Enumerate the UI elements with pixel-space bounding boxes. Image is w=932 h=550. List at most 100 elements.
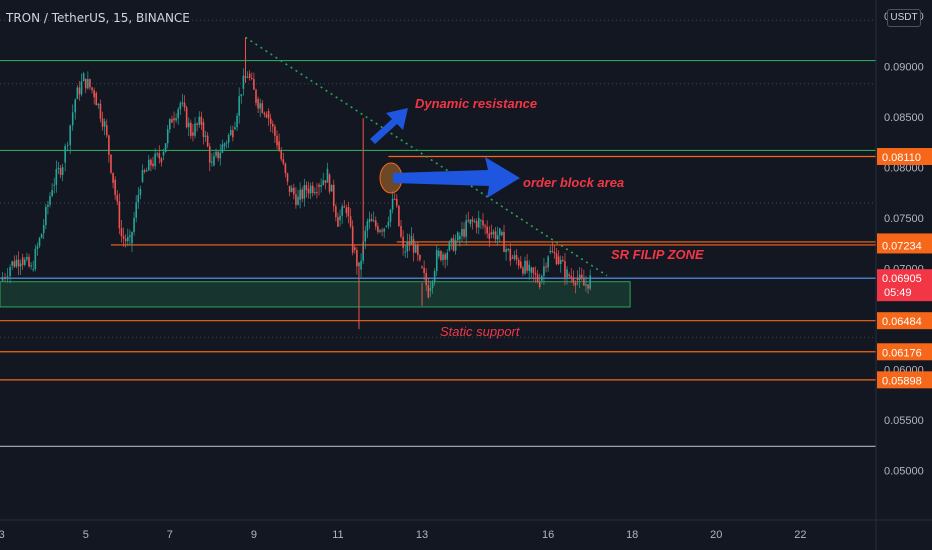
candle-body: [192, 132, 194, 136]
candle-body: [589, 275, 591, 289]
candle-body: [528, 264, 531, 271]
candle-body: [339, 215, 341, 221]
candle-body: [328, 174, 331, 192]
candle-body: [166, 129, 169, 144]
candle-body: [261, 103, 264, 113]
candle-body: [221, 144, 224, 153]
candle-body: [120, 228, 123, 237]
candle-body: [21, 257, 24, 265]
price-label-text: 0.07234: [882, 240, 922, 252]
candle-body: [24, 259, 26, 265]
candle-body: [110, 154, 112, 173]
candle-body: [299, 189, 301, 200]
candle-body: [391, 198, 394, 210]
candle-body: [71, 112, 74, 126]
price-label-bg: [877, 148, 932, 166]
candle-body: [404, 251, 407, 253]
x-tick-label: 22: [794, 529, 806, 541]
candle-body: [171, 119, 173, 123]
candle-body: [93, 90, 95, 98]
candle-body: [421, 266, 423, 268]
candle-body: [64, 146, 66, 163]
candle-body: [459, 236, 461, 240]
candle-body: [194, 123, 196, 136]
candle-body: [215, 151, 217, 156]
candle-body: [105, 125, 108, 136]
candle-body: [381, 230, 383, 232]
candle-body: [145, 170, 148, 172]
candle-body: [206, 135, 209, 147]
candle-body: [26, 256, 28, 260]
currency-button[interactable]: USDT: [887, 9, 921, 27]
candle-body: [116, 194, 119, 202]
candle-body: [583, 278, 585, 286]
candle-body: [332, 184, 335, 207]
candle-body: [263, 112, 266, 115]
candle-body: [393, 198, 396, 200]
candle-body: [425, 273, 428, 286]
candle-body: [108, 135, 110, 155]
candle-body: [45, 206, 47, 226]
candle-body: [34, 248, 37, 270]
candle-body: [290, 187, 293, 193]
candle-body: [568, 274, 570, 277]
candle-body: [507, 248, 509, 250]
candle-body: [408, 241, 411, 245]
candle-body: [305, 185, 308, 191]
price-label-bg: [877, 312, 932, 330]
price-label-bg: [877, 269, 932, 302]
candle-body: [311, 185, 314, 193]
candle-body: [236, 115, 238, 128]
candle-body: [246, 76, 249, 78]
candle-body: [446, 252, 449, 260]
candle-body: [179, 103, 182, 110]
candle-body: [387, 221, 390, 226]
candle-body: [181, 102, 184, 104]
candle-body: [280, 150, 283, 160]
candle-body: [351, 226, 354, 253]
candle-body: [431, 281, 434, 289]
candle-body: [326, 168, 329, 183]
horizontal-levels: [0, 59, 876, 447]
candle-body: [19, 263, 22, 267]
candle-body: [150, 159, 152, 166]
candle-body: [406, 241, 409, 252]
candle-body: [158, 153, 161, 159]
candle-body: [402, 236, 404, 248]
price-label-text: 0.08110: [882, 152, 921, 164]
candle-body: [175, 118, 177, 121]
candle-body: [15, 259, 18, 267]
candle-body: [78, 87, 81, 95]
candle-body: [118, 201, 121, 229]
candle-body: [301, 189, 304, 199]
candle-body: [190, 122, 192, 136]
candle-body: [559, 259, 562, 265]
candle-body: [538, 281, 541, 288]
candle-body: [509, 248, 512, 261]
candle-body: [448, 242, 451, 251]
candle-body: [6, 276, 9, 278]
candle-body: [314, 192, 316, 194]
candle-body: [400, 225, 402, 237]
candle-body: [368, 219, 371, 223]
candle-body: [135, 202, 137, 218]
candle-body: [276, 135, 278, 146]
candle-body: [330, 184, 333, 192]
y-tick-label: 0.05500: [884, 415, 924, 427]
candle-body: [265, 114, 268, 118]
candle-body: [372, 220, 375, 222]
candle-body: [42, 225, 45, 234]
candle-body: [532, 267, 535, 274]
candle-body: [549, 250, 552, 253]
candle-body: [438, 250, 440, 257]
candle-body: [164, 143, 167, 153]
candle-body: [366, 221, 369, 231]
candle-body: [259, 103, 261, 109]
candle-body: [467, 220, 470, 222]
trendline-dotted: [245, 36, 608, 277]
candle-body: [284, 163, 287, 174]
candle-body: [341, 206, 343, 216]
candle-body: [486, 226, 488, 234]
candle-body: [131, 231, 133, 244]
